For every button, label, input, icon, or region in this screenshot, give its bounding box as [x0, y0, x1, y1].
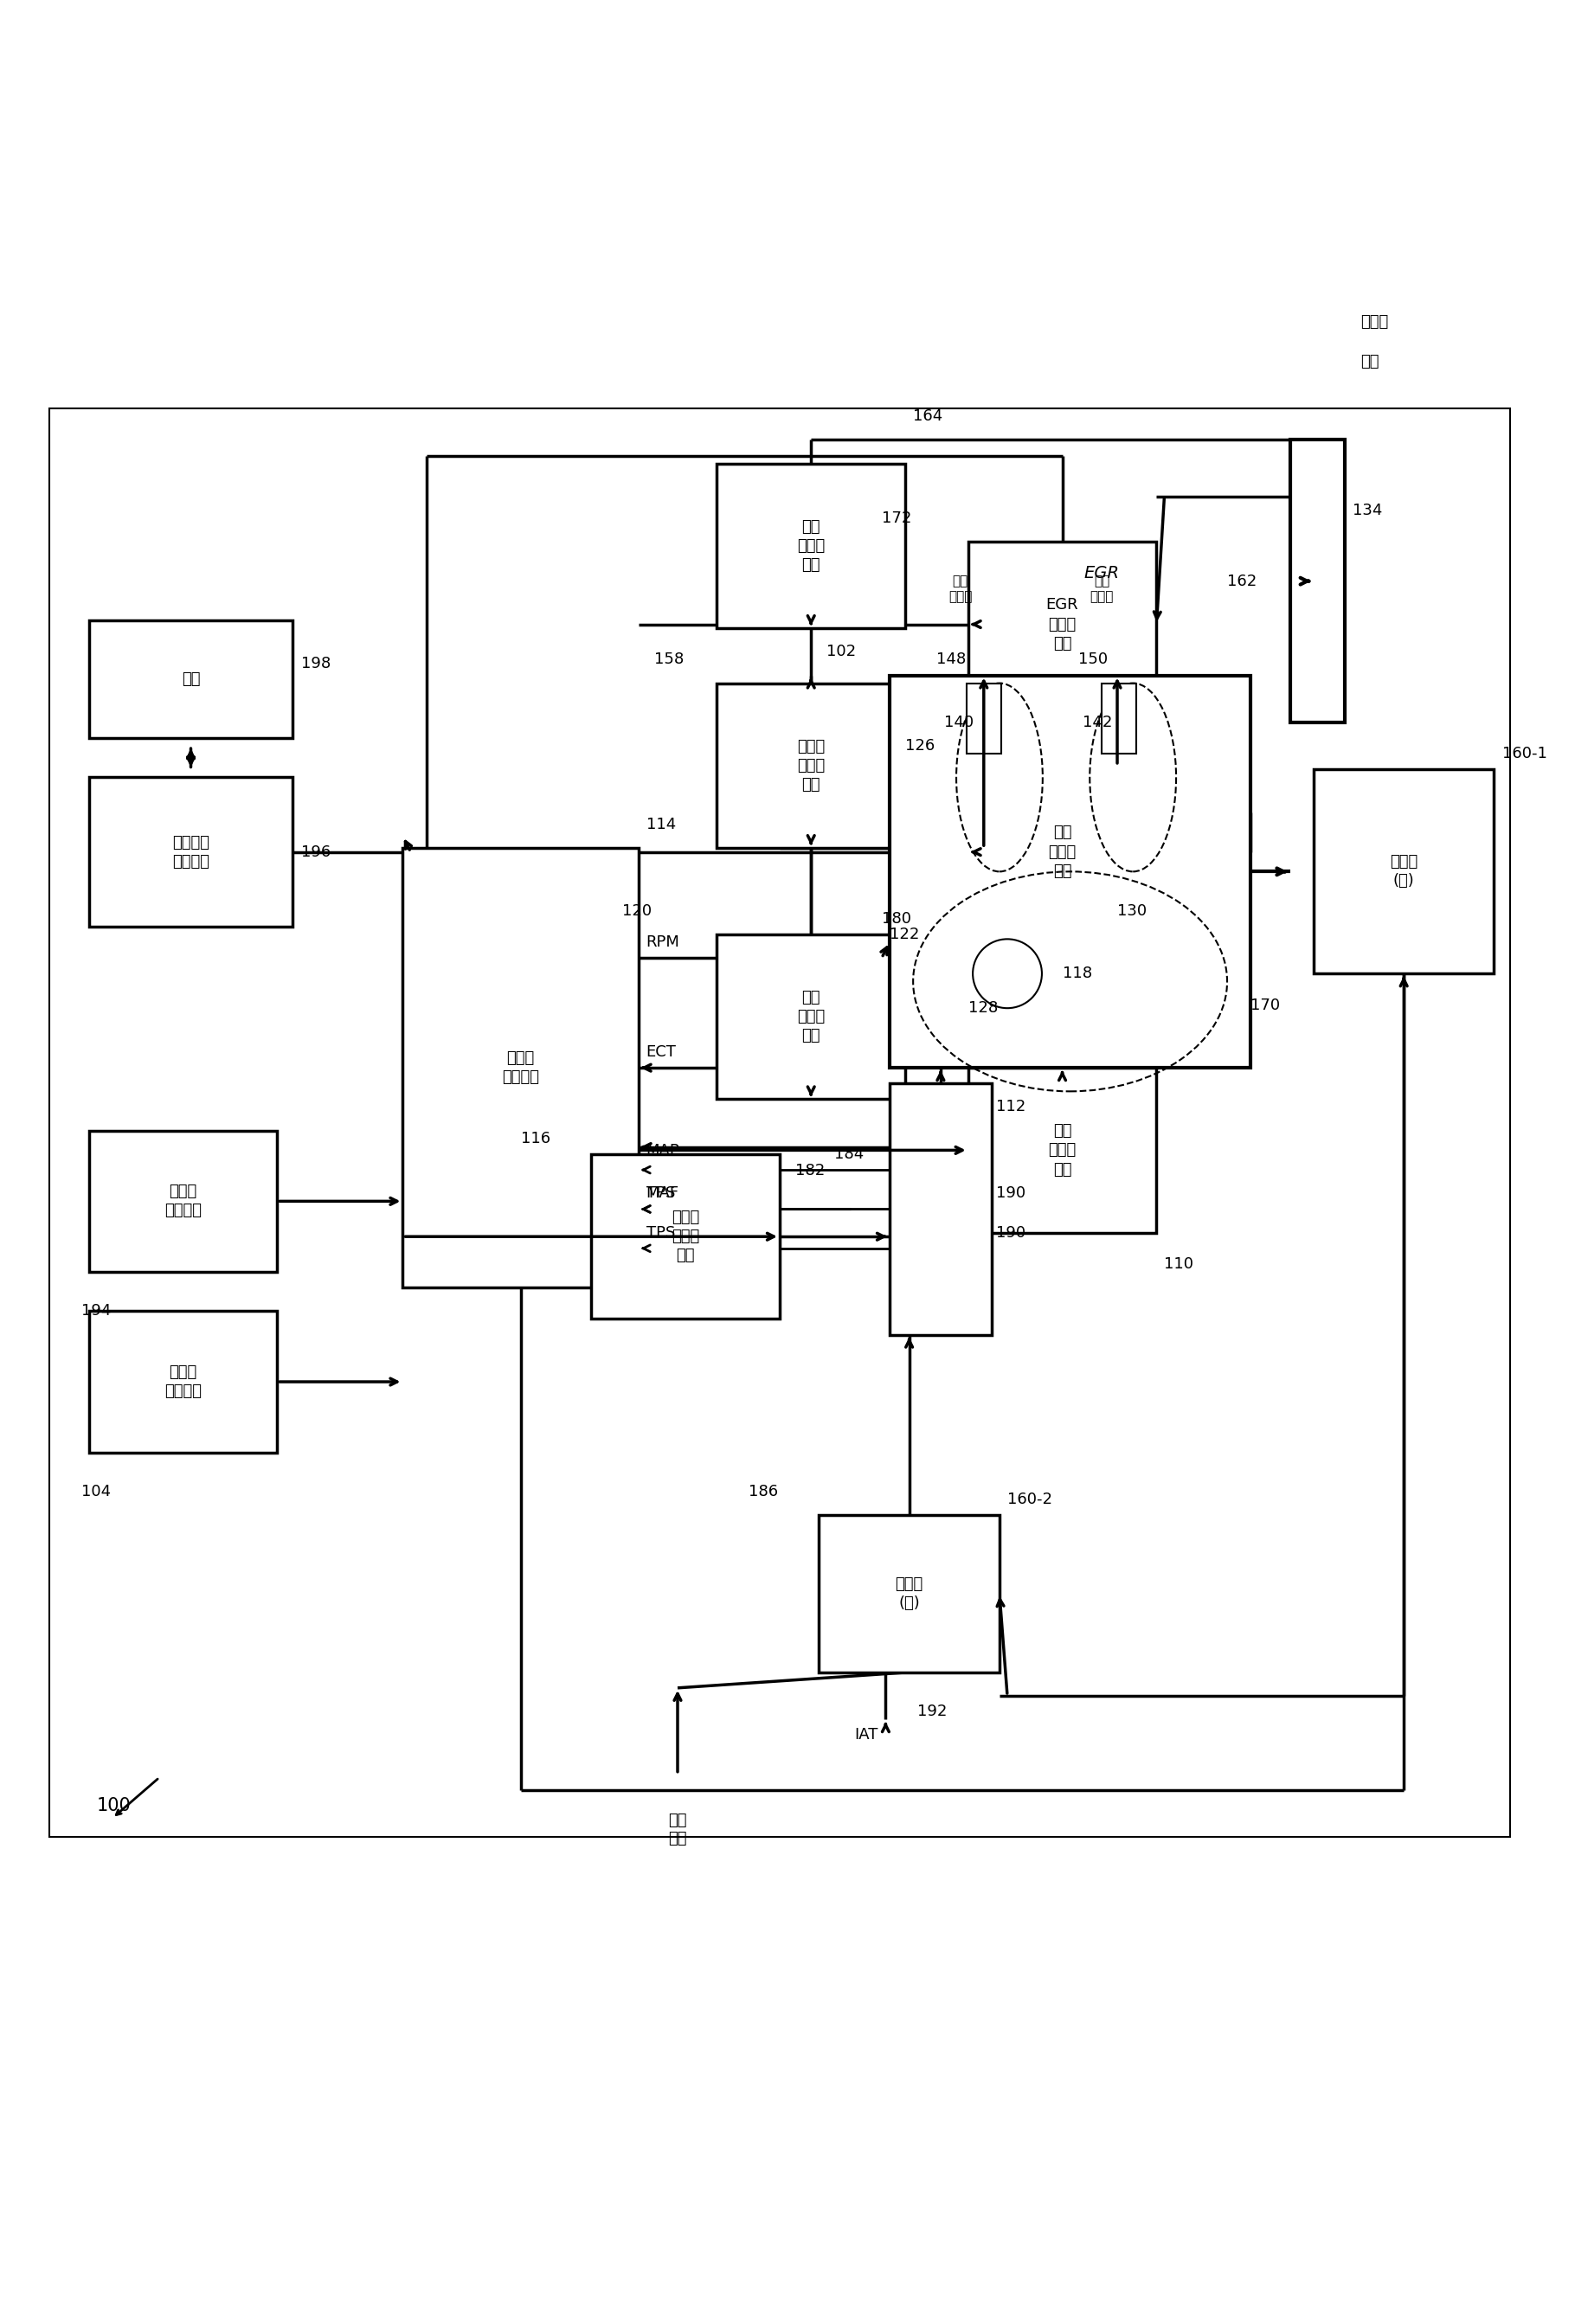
Bar: [1101, 683, 1136, 753]
Text: 192: 192: [917, 1703, 947, 1720]
Text: 110: 110: [1164, 1257, 1194, 1271]
Text: 122: 122: [890, 927, 920, 941]
Text: 196: 196: [301, 844, 331, 860]
Text: 驾驶员
输入模块: 驾驶员 输入模块: [164, 1364, 202, 1399]
Text: 116: 116: [521, 1132, 550, 1146]
Text: 194: 194: [80, 1304, 110, 1320]
Text: 150: 150: [1077, 651, 1107, 667]
Text: 180: 180: [882, 911, 910, 927]
Text: 160-2: 160-2: [1008, 1492, 1052, 1508]
Text: 增压
致动器
模块: 增压 致动器 模块: [797, 518, 825, 572]
Text: 汽缸
致动器
模块: 汽缸 致动器 模块: [797, 990, 825, 1043]
Text: 140: 140: [945, 716, 973, 730]
Text: 节气门
致动器
模块: 节气门 致动器 模块: [671, 1208, 699, 1264]
Text: 128: 128: [969, 999, 997, 1016]
Text: 186: 186: [748, 1485, 778, 1499]
Text: 相位器
致动器
模块: 相位器 致动器 模块: [797, 739, 825, 792]
Text: 170: 170: [1251, 997, 1280, 1013]
Bar: [1290, 439, 1345, 723]
Text: EGR: EGR: [1084, 565, 1120, 581]
Bar: [890, 676, 1251, 1067]
Text: 进气
相位器: 进气 相位器: [948, 574, 972, 602]
Bar: [88, 1311, 277, 1452]
Bar: [1314, 769, 1495, 974]
Text: 100: 100: [96, 1796, 131, 1815]
Bar: [890, 1083, 992, 1334]
Text: 142: 142: [1082, 716, 1112, 730]
Text: 162: 162: [1227, 574, 1257, 588]
Text: 112: 112: [997, 1099, 1025, 1116]
Text: 172: 172: [882, 511, 912, 525]
Bar: [88, 776, 293, 927]
Text: EGR
致动器
模块: EGR 致动器 模块: [1046, 597, 1079, 651]
Bar: [819, 1515, 1000, 1673]
Text: MAF: MAF: [646, 1185, 679, 1202]
Text: 火花
致动器
模块: 火花 致动器 模块: [1049, 825, 1076, 878]
Text: 变速器
控制模块: 变速器 控制模块: [164, 1183, 202, 1218]
Text: ECT: ECT: [646, 1043, 676, 1060]
Text: IAT: IAT: [854, 1727, 877, 1743]
Text: 182: 182: [795, 1162, 825, 1178]
Text: 120: 120: [622, 904, 652, 918]
Text: 气体
进气: 气体 进气: [668, 1813, 687, 1845]
Bar: [969, 1067, 1156, 1232]
Text: 164: 164: [914, 409, 943, 423]
Text: 114: 114: [646, 816, 676, 832]
Text: 104: 104: [80, 1485, 110, 1499]
Text: 排气
相位器: 排气 相位器: [1090, 574, 1114, 602]
Text: 134: 134: [1353, 502, 1383, 518]
Text: TPS: TPS: [646, 1225, 676, 1241]
Text: 158: 158: [654, 651, 684, 667]
Bar: [403, 848, 638, 1287]
Text: 190: 190: [997, 1225, 1025, 1241]
Bar: [969, 769, 1156, 934]
Text: 198: 198: [301, 655, 331, 672]
Text: 126: 126: [906, 739, 936, 753]
Text: 190: 190: [997, 1185, 1025, 1202]
Bar: [969, 541, 1156, 706]
Bar: [88, 1129, 277, 1271]
Text: 涡轮机
(热): 涡轮机 (热): [1389, 855, 1418, 890]
Text: 118: 118: [1062, 967, 1091, 981]
Text: MAP: MAP: [646, 1143, 680, 1160]
Text: 废气门: 废气门: [1361, 314, 1389, 330]
Text: 130: 130: [1117, 904, 1147, 918]
Bar: [717, 934, 906, 1099]
Text: 排气: 排气: [1361, 353, 1380, 370]
Bar: [967, 683, 1002, 753]
Text: 发动机
控制模块: 发动机 控制模块: [502, 1050, 539, 1085]
Text: 148: 148: [937, 651, 967, 667]
Bar: [717, 683, 906, 848]
Text: RPM: RPM: [646, 934, 680, 951]
Text: 184: 184: [835, 1146, 865, 1162]
Text: 燃油
致动器
模块: 燃油 致动器 模块: [1049, 1122, 1076, 1178]
Bar: [88, 621, 293, 739]
Text: 混合动力
控制模块: 混合动力 控制模块: [172, 834, 209, 869]
Bar: [717, 462, 906, 627]
Bar: [591, 1155, 780, 1320]
Text: 102: 102: [827, 644, 857, 660]
Text: 160-1: 160-1: [1503, 746, 1547, 762]
Text: 涡轮机
(冷): 涡轮机 (冷): [895, 1576, 923, 1611]
Text: 电机: 电机: [181, 672, 200, 688]
Text: TPS: TPS: [646, 1185, 676, 1202]
